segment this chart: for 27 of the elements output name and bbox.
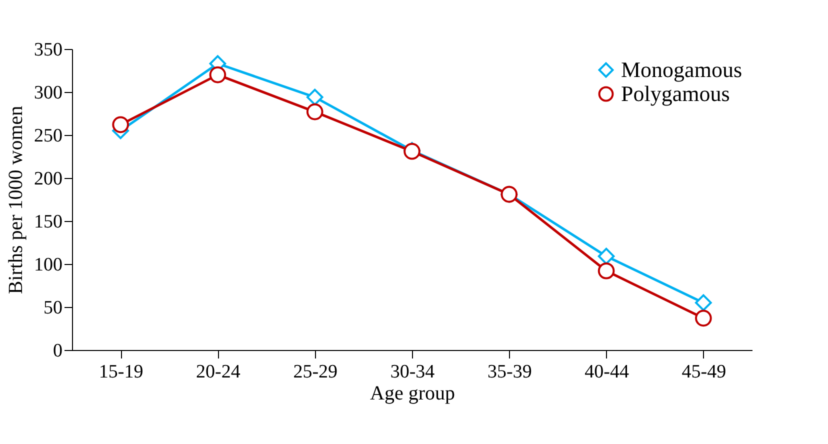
- x-axis-title: Age group: [370, 382, 455, 404]
- y-tick-label: 250: [34, 126, 62, 146]
- legend-label: Polygamous: [621, 81, 730, 106]
- x-tick-label: 15-19: [98, 362, 144, 382]
- point: [306, 88, 324, 106]
- point: [695, 294, 712, 312]
- x-tick-label: 30-34: [390, 362, 436, 382]
- point: [598, 262, 615, 280]
- point: [306, 103, 324, 120]
- y-tick-label: 50: [44, 298, 62, 318]
- y-tick-label: 300: [34, 82, 62, 104]
- point: [209, 66, 226, 84]
- y-tick-label: 200: [34, 168, 62, 190]
- x-tick-label: 25-29: [293, 362, 338, 382]
- point: [598, 248, 615, 265]
- x-tick-label: 40-44: [584, 362, 630, 382]
- x-tick-label: 35-39: [487, 362, 532, 382]
- y-tick-label: 100: [34, 254, 62, 276]
- point: [112, 116, 129, 134]
- y-tick-label: 0: [53, 340, 62, 362]
- y-axis-title: Births per 1000 women: [5, 106, 27, 294]
- x-tick-label: 20-24: [196, 362, 241, 382]
- x-tick-label: 45-49: [682, 362, 726, 382]
- point: [695, 310, 712, 327]
- y-tick-label: 350: [34, 40, 62, 60]
- y-tick-label: 150: [34, 212, 62, 232]
- legend-label: Monogamous: [621, 57, 742, 82]
